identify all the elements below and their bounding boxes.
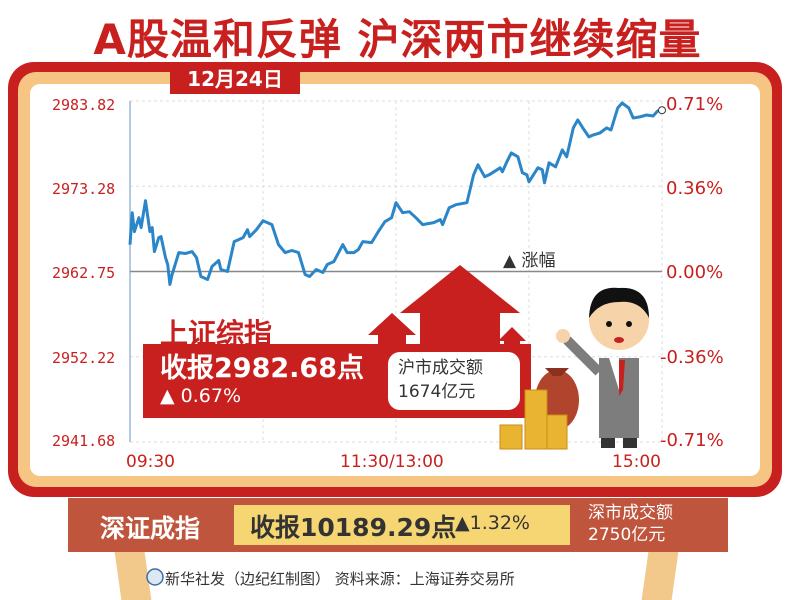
price-line (128, 101, 663, 286)
y-tick-label: 2983.82 (52, 96, 116, 114)
x-tick-label: 11:30/13:00 (340, 452, 444, 472)
shenzhen-volume-label: 深市成交额 (588, 503, 673, 523)
headline: A股温和反弹 沪深两市继续缩量 (93, 15, 702, 64)
y2-tick-label: 0.71% (666, 94, 724, 115)
businessman-icon (556, 287, 649, 448)
y-tick-label: 2952.22 (52, 349, 116, 367)
xinhua-logo-icon (146, 568, 164, 586)
shenzhen-volume: 深市成交额 2750亿元 (588, 502, 673, 546)
shanghai-volume-label: 沪市成交额 (398, 358, 483, 378)
coins-icon (499, 389, 568, 450)
shenzhen-box (234, 505, 570, 545)
y2-tick-label: -0.71% (660, 430, 724, 451)
cartoon-illustration (499, 287, 649, 450)
shanghai-volume-value: 1674亿元 (398, 382, 476, 402)
source-credit: 新华社发（边纪红制图） 资料来源：上海证券交易所 (165, 570, 515, 588)
y-tick-label: 2962.75 (52, 264, 116, 282)
y2-tick-label: -0.36% (660, 347, 724, 368)
y2-tick-label: 0.00% (666, 262, 724, 283)
x-tick-label: 09:30 (126, 452, 175, 472)
y2-tick-label: 0.36% (666, 178, 724, 199)
shenzhen-close: 收报10189.29点 (250, 513, 457, 542)
shanghai-close: 收报2982.68点 (160, 353, 364, 384)
shenzhen-index-name: 深证成指 (100, 514, 201, 543)
close-point-marker (658, 106, 666, 115)
x-tick-label: 15:00 (612, 452, 661, 472)
shanghai-volume-box: 沪市成交额 1674亿元 (388, 352, 520, 410)
shenzhen-volume-value: 2750亿元 (588, 525, 666, 545)
y-tick-label: 2941.68 (52, 432, 116, 450)
y-tick-label: 2973.28 (52, 180, 116, 198)
shenzhen-change: ▲1.32% (455, 512, 530, 534)
legend-change: ▲ 涨幅 (503, 251, 556, 271)
shanghai-change: ▲ 0.67% (160, 385, 242, 407)
date-tab: 12月24日 (170, 64, 300, 94)
